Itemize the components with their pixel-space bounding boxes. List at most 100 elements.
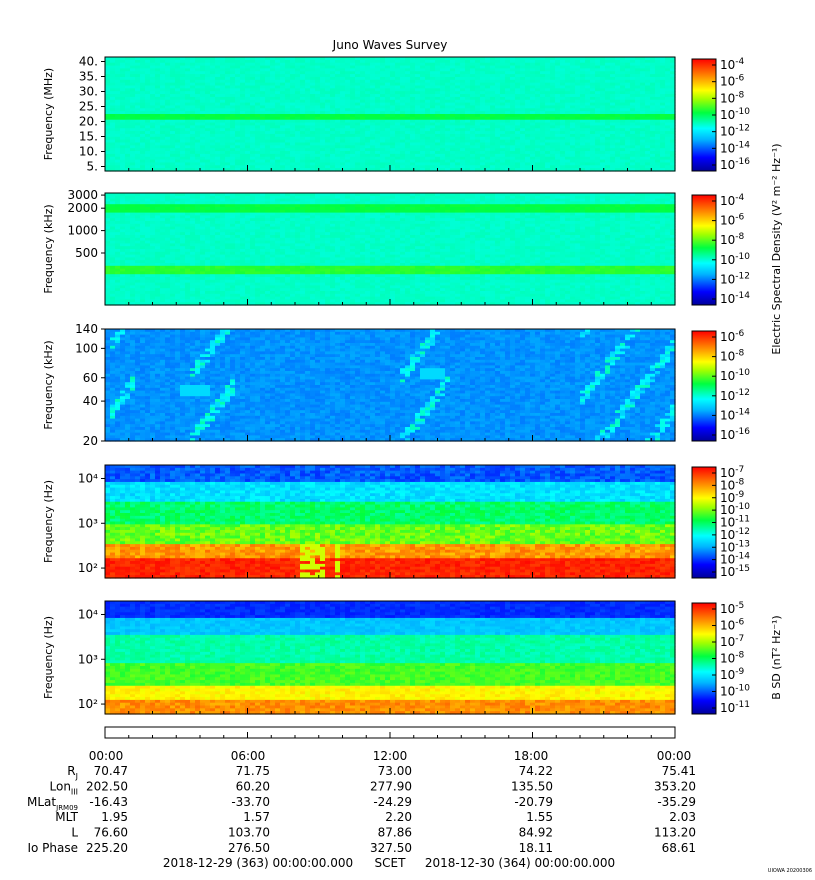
heatmap-cell	[505, 151, 511, 155]
heatmap-cell	[465, 151, 471, 155]
heatmap-cell	[295, 71, 301, 75]
heatmap-cell	[600, 133, 606, 138]
heatmap-cell	[410, 119, 416, 124]
heatmap-cell	[330, 71, 336, 75]
heatmap-cell	[390, 119, 396, 124]
heatmap-cell	[335, 114, 341, 118]
heatmap-cell	[535, 76, 541, 81]
heatmap-cell	[435, 85, 441, 89]
heatmap-cell	[265, 99, 271, 104]
heatmap-cell	[285, 136, 291, 141]
heatmap-cell	[585, 145, 591, 149]
heatmap-cell	[180, 133, 186, 138]
heatmap-cell	[350, 119, 356, 124]
heatmap-cell	[150, 162, 156, 166]
heatmap-cell	[495, 105, 501, 109]
heatmap-cell	[175, 133, 181, 138]
heatmap-cell	[230, 145, 236, 149]
heatmap-cell	[555, 94, 561, 98]
heatmap-cell	[575, 57, 581, 61]
heatmap-cell	[275, 131, 281, 135]
heatmap-cell	[590, 153, 596, 158]
heatmap-cell	[280, 111, 286, 115]
heatmap-cell	[455, 116, 461, 121]
heatmap-cell	[540, 108, 546, 112]
heatmap-cell	[110, 133, 116, 138]
heatmap-cell	[345, 102, 351, 107]
heatmap-cell	[130, 68, 136, 72]
heatmap-cell	[290, 62, 296, 67]
heatmap-cell	[125, 145, 131, 149]
heatmap-cell	[260, 108, 266, 112]
heatmap-cell	[495, 88, 501, 92]
heatmap-cell	[450, 153, 456, 158]
heatmap-cell	[135, 91, 141, 95]
heatmap-cell	[295, 91, 301, 95]
heatmap-cell	[545, 153, 551, 158]
heatmap-cell	[185, 105, 191, 109]
heatmap-cell	[435, 62, 441, 67]
heatmap-cell	[260, 71, 266, 75]
heatmap-cell	[450, 85, 456, 89]
heatmap-cell	[290, 65, 296, 69]
heatmap-cell	[300, 105, 306, 109]
heatmap-cell	[125, 114, 131, 118]
heatmap-cell	[190, 96, 196, 101]
heatmap-cell	[405, 85, 411, 89]
heatmap-cell	[115, 96, 121, 101]
heatmap-cell	[610, 114, 616, 118]
heatmap-cell	[585, 148, 591, 152]
heatmap-cell	[445, 131, 451, 135]
heatmap-cell	[105, 68, 111, 72]
heatmap-cell	[135, 151, 141, 155]
heatmap-cell	[485, 122, 491, 126]
heatmap-cell	[210, 99, 216, 104]
heatmap-cell	[355, 85, 361, 89]
heatmap-cell	[430, 145, 436, 149]
heatmap-cell	[525, 111, 531, 115]
heatmap-cell	[375, 133, 381, 138]
heatmap-cell	[510, 82, 516, 87]
heatmap-cell	[610, 131, 616, 135]
heatmap-cell	[575, 111, 581, 115]
heatmap-cell	[360, 165, 366, 169]
heatmap-cell	[475, 116, 481, 121]
heatmap-cell	[380, 125, 386, 129]
heatmap-cell	[465, 116, 471, 121]
heatmap-cell	[345, 82, 351, 87]
heatmap-cell	[415, 96, 421, 101]
heatmap-cell	[545, 162, 551, 166]
heatmap-cell	[235, 68, 241, 72]
heatmap-cell	[370, 108, 376, 112]
heatmap-cell	[235, 168, 241, 172]
heatmap-cell	[435, 122, 441, 126]
heatmap-cell	[320, 65, 326, 69]
heatmap-cell	[300, 76, 306, 81]
heatmap-cell	[540, 59, 546, 64]
heatmap-cell	[435, 153, 441, 158]
heatmap-cell	[265, 96, 271, 101]
heatmap-cell	[370, 96, 376, 101]
heatmap-cell	[275, 165, 281, 169]
heatmap-cell	[285, 114, 291, 118]
heatmap-cell	[355, 148, 361, 152]
heatmap-cell	[275, 128, 281, 132]
heatmap-cell	[605, 82, 611, 87]
heatmap-cell	[485, 62, 491, 67]
heatmap-cell	[320, 165, 326, 169]
heatmap-cell	[340, 139, 346, 144]
heatmap-cell	[240, 79, 246, 84]
heatmap-cell	[520, 74, 526, 78]
heatmap-cell	[220, 74, 226, 78]
heatmap-cell	[440, 168, 446, 172]
heatmap-cell	[190, 57, 196, 61]
heatmap-cell	[110, 122, 116, 126]
heatmap-cell	[190, 145, 196, 149]
heatmap-cell	[125, 76, 131, 81]
heatmap-cell	[240, 116, 246, 121]
heatmap-cell	[350, 156, 356, 161]
heatmap-cell	[175, 85, 181, 89]
heatmap-cell	[580, 125, 586, 129]
heatmap-cell	[275, 105, 281, 109]
heatmap-cell	[515, 142, 521, 146]
